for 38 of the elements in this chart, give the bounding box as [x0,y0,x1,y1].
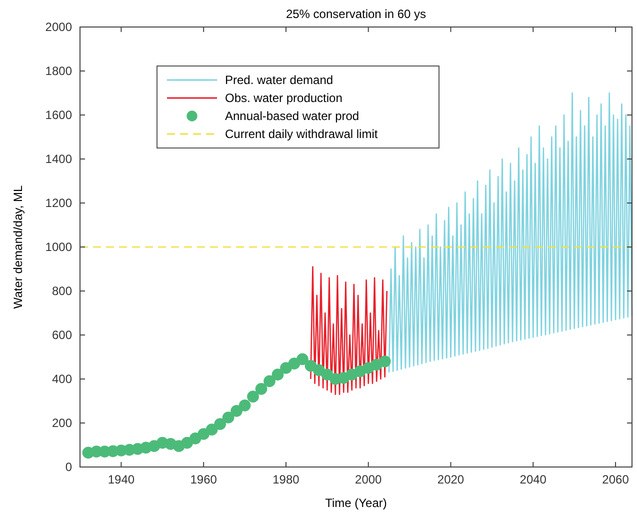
x-tick-label: 1960 [190,472,218,487]
legend-label: Current daily withdrawal limit [225,127,378,141]
point [264,375,276,388]
y-tick-label: 0 [65,460,72,474]
point [247,390,259,403]
point [378,355,391,368]
point [255,382,268,395]
y-tick-label: 400 [52,372,72,386]
x-tick-label: 1980 [272,472,300,487]
x-axis-title: Time (Year) [325,496,387,510]
y-tick-label: 1600 [45,108,72,122]
x-tick-label: 2040 [520,472,547,487]
line-series [310,266,388,396]
legend-label: Annual-based water prod [225,109,360,123]
point [230,404,242,417]
line-series [388,92,633,374]
point [296,353,308,366]
x-tick-label: 2000 [355,472,382,487]
x-tick-label: 1940 [108,472,135,487]
y-tick-label: 200 [52,416,72,430]
chart-title: 25% conservation in 60 ys [286,7,426,21]
y-tick-label: 1000 [45,240,72,254]
y-tick-label: 1200 [45,196,72,210]
point [206,424,218,436]
legend-label: Obs. water production [225,91,342,105]
point [272,368,284,381]
point [214,418,226,430]
y-tick-label: 800 [52,284,72,298]
x-tick-label: 2060 [602,472,630,487]
legend-label: Pred. water demand [225,73,334,87]
y-tick-label: 2000 [45,20,72,34]
y-tick-label: 1800 [45,64,72,78]
point [222,412,234,424]
x-tick-label: 2020 [437,472,464,487]
y-axis-title: Water demand/day, ML [11,184,25,309]
y-tick-label: 600 [52,328,72,342]
y-tick-label: 1400 [45,152,72,166]
point [238,399,251,412]
